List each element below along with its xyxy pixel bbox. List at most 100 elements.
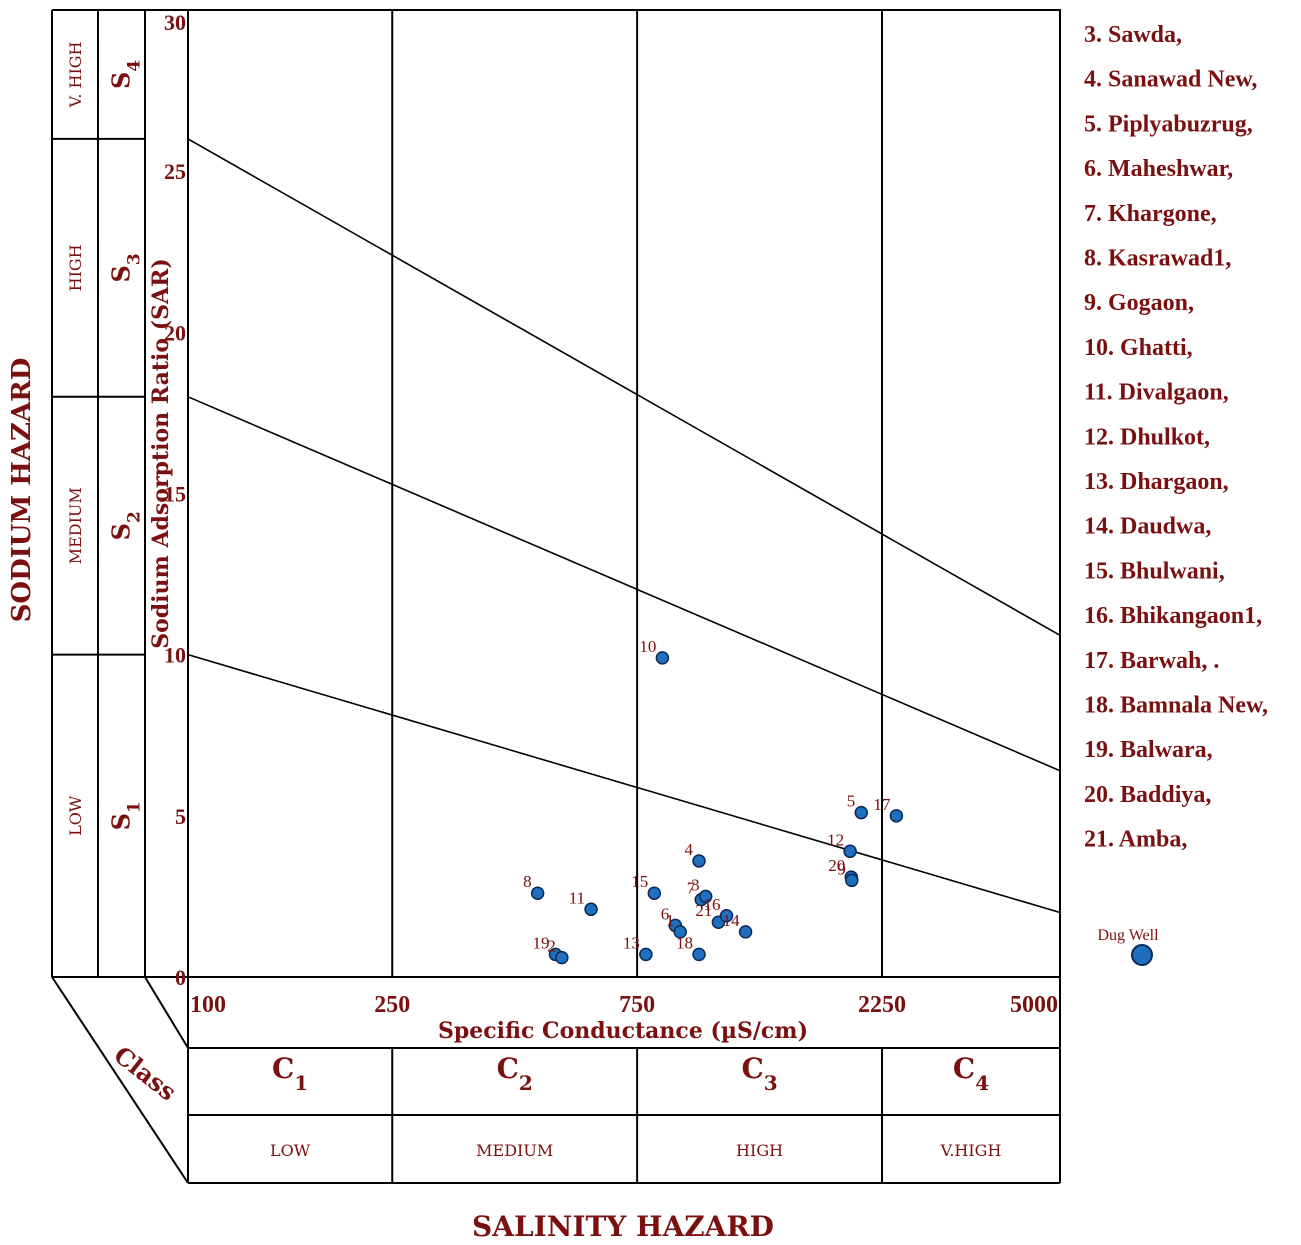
diagram-frame (51, 9, 1061, 1184)
sodium-class-code: S2 (107, 511, 145, 540)
legend-location: 18. Bamnala New, (1084, 693, 1268, 719)
data-point-label: 17 (873, 795, 891, 814)
class-boundary-line (187, 138, 1061, 637)
salinity-class-code: C3 (741, 1052, 777, 1095)
data-point-label: 18 (676, 933, 693, 952)
data-point (673, 925, 687, 939)
plot-border (187, 9, 1061, 978)
legend-location: 8. Kasrawad1, (1084, 246, 1231, 272)
salinity-class-label: V.HIGH (940, 1141, 1002, 1160)
data-point-label: 15 (631, 872, 648, 891)
legend-location: 11. Divalgaon, (1084, 380, 1229, 406)
data-point-label: 7 (687, 879, 696, 898)
salinity-class-label: HIGH (736, 1141, 783, 1160)
sodium-class-label: LOW (66, 795, 85, 836)
sodium-class-label: V. HIGH (66, 41, 85, 108)
sodium-class-label: MEDIUM (66, 487, 85, 564)
data-point-label: 16 (704, 895, 721, 914)
salinity-class-code: C4 (953, 1052, 989, 1095)
sodium-hazard-title: SODIUM HAZARD (7, 358, 37, 623)
data-point-label: 11 (569, 888, 585, 907)
legend-location: 19. Balwara, (1084, 737, 1213, 763)
data-point (692, 854, 706, 868)
x-tick-label: 250 (374, 992, 410, 1018)
data-point (854, 805, 869, 820)
data-point (889, 809, 904, 823)
data-point (639, 947, 653, 962)
salinity-class-label: MEDIUM (476, 1141, 553, 1160)
salinity-class-label: LOW (270, 1141, 311, 1160)
sodium-class-label: HIGH (66, 244, 85, 291)
data-point (843, 844, 857, 859)
y-tick-label: 10 (164, 643, 186, 668)
sodium-class-labels: LOW S1 MEDIUM S2 HIGH S3 V. HIGH S4 (66, 41, 145, 835)
data-point-label: 8 (523, 872, 532, 891)
location-legend: 3. Sawda, 4. Sanawad New, 5. Piplyabuzrug,… (1084, 22, 1268, 966)
data-point-label: 1 (666, 911, 675, 930)
data-point-label: 10 (639, 637, 656, 656)
legend-location: 7. Khargone, (1084, 201, 1217, 227)
x-tick-label: 2250 (858, 992, 906, 1018)
x-tick-label: 100 (190, 992, 226, 1018)
legend-location: 12. Dhulkot, (1084, 424, 1210, 450)
legend-location: 6. Maheshwar, (1084, 156, 1233, 182)
data-point-label: 4 (685, 840, 694, 859)
legend-marker-label: Dug Well (1097, 927, 1159, 944)
data-point-label: 20 (828, 856, 845, 875)
legend-location: 9. Gogaon, (1084, 290, 1194, 316)
y-tick-label: 20 (164, 320, 186, 345)
legend-location: 13. Dhargaon, (1084, 469, 1229, 495)
perspective-diagonal-outer (51, 976, 189, 1184)
legend-location: 21. Amba, (1084, 827, 1187, 853)
data-point (738, 925, 753, 939)
y-tick-label: 15 (164, 482, 186, 507)
data-point-label: 21 (695, 901, 712, 920)
data-point-label: 13 (623, 933, 640, 952)
data-point (584, 902, 598, 917)
data-point (555, 950, 569, 965)
data-point-label: 6 (661, 904, 670, 923)
data-point (845, 873, 859, 888)
legend-location: 3. Sawda, (1084, 22, 1182, 48)
class-label: Class (108, 1040, 182, 1106)
class-boundary-line (187, 396, 1061, 772)
data-point-label: 9 (837, 859, 846, 878)
data-point-label: 5 (847, 792, 856, 811)
x-tick-label: 750 (619, 992, 655, 1018)
sodium-class-code: S3 (107, 253, 145, 282)
data-point-label: 3 (691, 875, 700, 894)
x-axis-label: Specific Conductance (µS/cm) (438, 1018, 808, 1044)
class-boundary-line (187, 653, 1061, 914)
data-point (719, 909, 734, 923)
legend-location: 14. Daudwa, (1084, 514, 1211, 540)
sodium-class-code: S1 (107, 801, 145, 830)
salinity-class-labels: C1 LOW C2 MEDIUM C3 HIGH C4 V.HIGH (270, 1052, 1001, 1160)
legend-location: 16. Bhikangaon1, (1084, 603, 1262, 629)
legend-location: 17. Barwah, . (1084, 648, 1219, 674)
y-tick-label: 5 (175, 804, 186, 829)
data-point (692, 947, 706, 962)
data-point (698, 889, 713, 904)
data-point-label: 14 (723, 911, 741, 930)
legend-location: 15. Bhulwani, (1084, 558, 1225, 584)
data-point (647, 886, 662, 900)
perspective-diagonal-inner (144, 976, 189, 1049)
data-point (530, 886, 545, 900)
salinity-hazard-title: SALINITY HAZARD (472, 1210, 774, 1243)
y-tick-label: 0 (175, 965, 186, 990)
legend-location: 5. Piplyabuzrug, (1084, 111, 1253, 137)
legend-location: 4. Sanawad New, (1084, 67, 1257, 93)
data-point-label: 12 (827, 830, 844, 849)
legend-location: 20. Baddiya, (1084, 782, 1211, 808)
data-point-label: 19 (532, 933, 549, 952)
legend-marker (1131, 944, 1153, 966)
sodium-class-code: S4 (107, 60, 145, 89)
legend-location: 10. Ghatti, (1084, 335, 1193, 361)
y-tick-label: 25 (164, 159, 186, 184)
x-tick-label: 5000 (1010, 992, 1058, 1018)
class-boundary-lines (187, 138, 1061, 914)
salinity-class-code: C2 (497, 1052, 533, 1095)
